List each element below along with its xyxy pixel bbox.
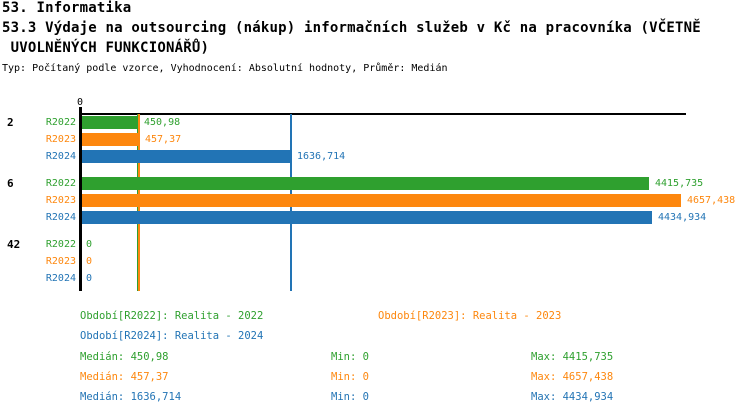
bar-value-label: 0 bbox=[86, 273, 93, 284]
bar-value-label: 1636,714 bbox=[297, 151, 346, 162]
chart-title-line2: UVOLNĚNÝCH FUNKCIONÁŘŮ) bbox=[2, 40, 210, 56]
x-axis-line bbox=[80, 113, 686, 115]
series-label: R2024 bbox=[45, 212, 76, 223]
series-label: R2024 bbox=[45, 273, 76, 284]
bar-r2024 bbox=[82, 211, 652, 224]
chart-meta-info: Typ: Počítaný podle vzorce, Vyhodnocení:… bbox=[2, 63, 448, 74]
stat-max-r2024: Max: 4434,934 bbox=[531, 391, 614, 403]
series-label: R2022 bbox=[45, 117, 76, 128]
bar-value-label: 0 bbox=[86, 256, 93, 267]
series-label: R2023 bbox=[45, 134, 76, 145]
bar-value-label: 4415,735 bbox=[655, 178, 704, 189]
bar-r2023 bbox=[82, 194, 681, 207]
bar-r2022 bbox=[82, 116, 138, 129]
category-label: 6 bbox=[7, 177, 14, 190]
axis-tick-zero-label: 0 bbox=[77, 97, 84, 108]
series-label: R2023 bbox=[45, 195, 76, 206]
legend-item-r2023: Období[R2023]: Realita - 2023 bbox=[378, 310, 562, 322]
stat-min-r2023: Min: 0 bbox=[331, 371, 369, 383]
bar-value-label: 457,37 bbox=[145, 134, 182, 145]
series-label: R2022 bbox=[45, 178, 76, 189]
series-label: R2023 bbox=[45, 256, 76, 267]
bar-value-label: 4434,934 bbox=[658, 212, 707, 223]
legend-item-r2022: Období[R2022]: Realita - 2022 bbox=[80, 310, 264, 322]
y-axis-line bbox=[79, 107, 82, 291]
chart-title-line1: 53.3 Výdaje na outsourcing (nákup) infor… bbox=[2, 20, 701, 36]
stat-min-r2024: Min: 0 bbox=[331, 391, 369, 403]
stat-min-r2022: Min: 0 bbox=[331, 351, 369, 363]
report-section-title: 53. Informatika bbox=[2, 0, 132, 16]
bar-value-label: 4657,438 bbox=[687, 195, 736, 206]
legend-item-r2024: Období[R2024]: Realita - 2024 bbox=[80, 330, 264, 342]
bar-r2023 bbox=[82, 133, 139, 146]
series-label: R2022 bbox=[45, 239, 76, 250]
bar-r2024 bbox=[82, 150, 291, 163]
bar-r2022 bbox=[82, 177, 649, 190]
bar-value-label: 0 bbox=[86, 239, 93, 250]
category-label: 42 bbox=[7, 238, 21, 251]
stat-max-r2022: Max: 4415,735 bbox=[531, 351, 614, 363]
bar-value-label: 450,98 bbox=[144, 117, 181, 128]
stat-median-r2023: Medián: 457,37 bbox=[80, 371, 169, 383]
stat-median-r2022: Medián: 450,98 bbox=[80, 351, 169, 363]
category-label: 2 bbox=[7, 116, 14, 129]
stat-max-r2023: Max: 4657,438 bbox=[531, 371, 614, 383]
series-label: R2024 bbox=[45, 151, 76, 162]
stat-median-r2024: Medián: 1636,714 bbox=[80, 391, 182, 403]
